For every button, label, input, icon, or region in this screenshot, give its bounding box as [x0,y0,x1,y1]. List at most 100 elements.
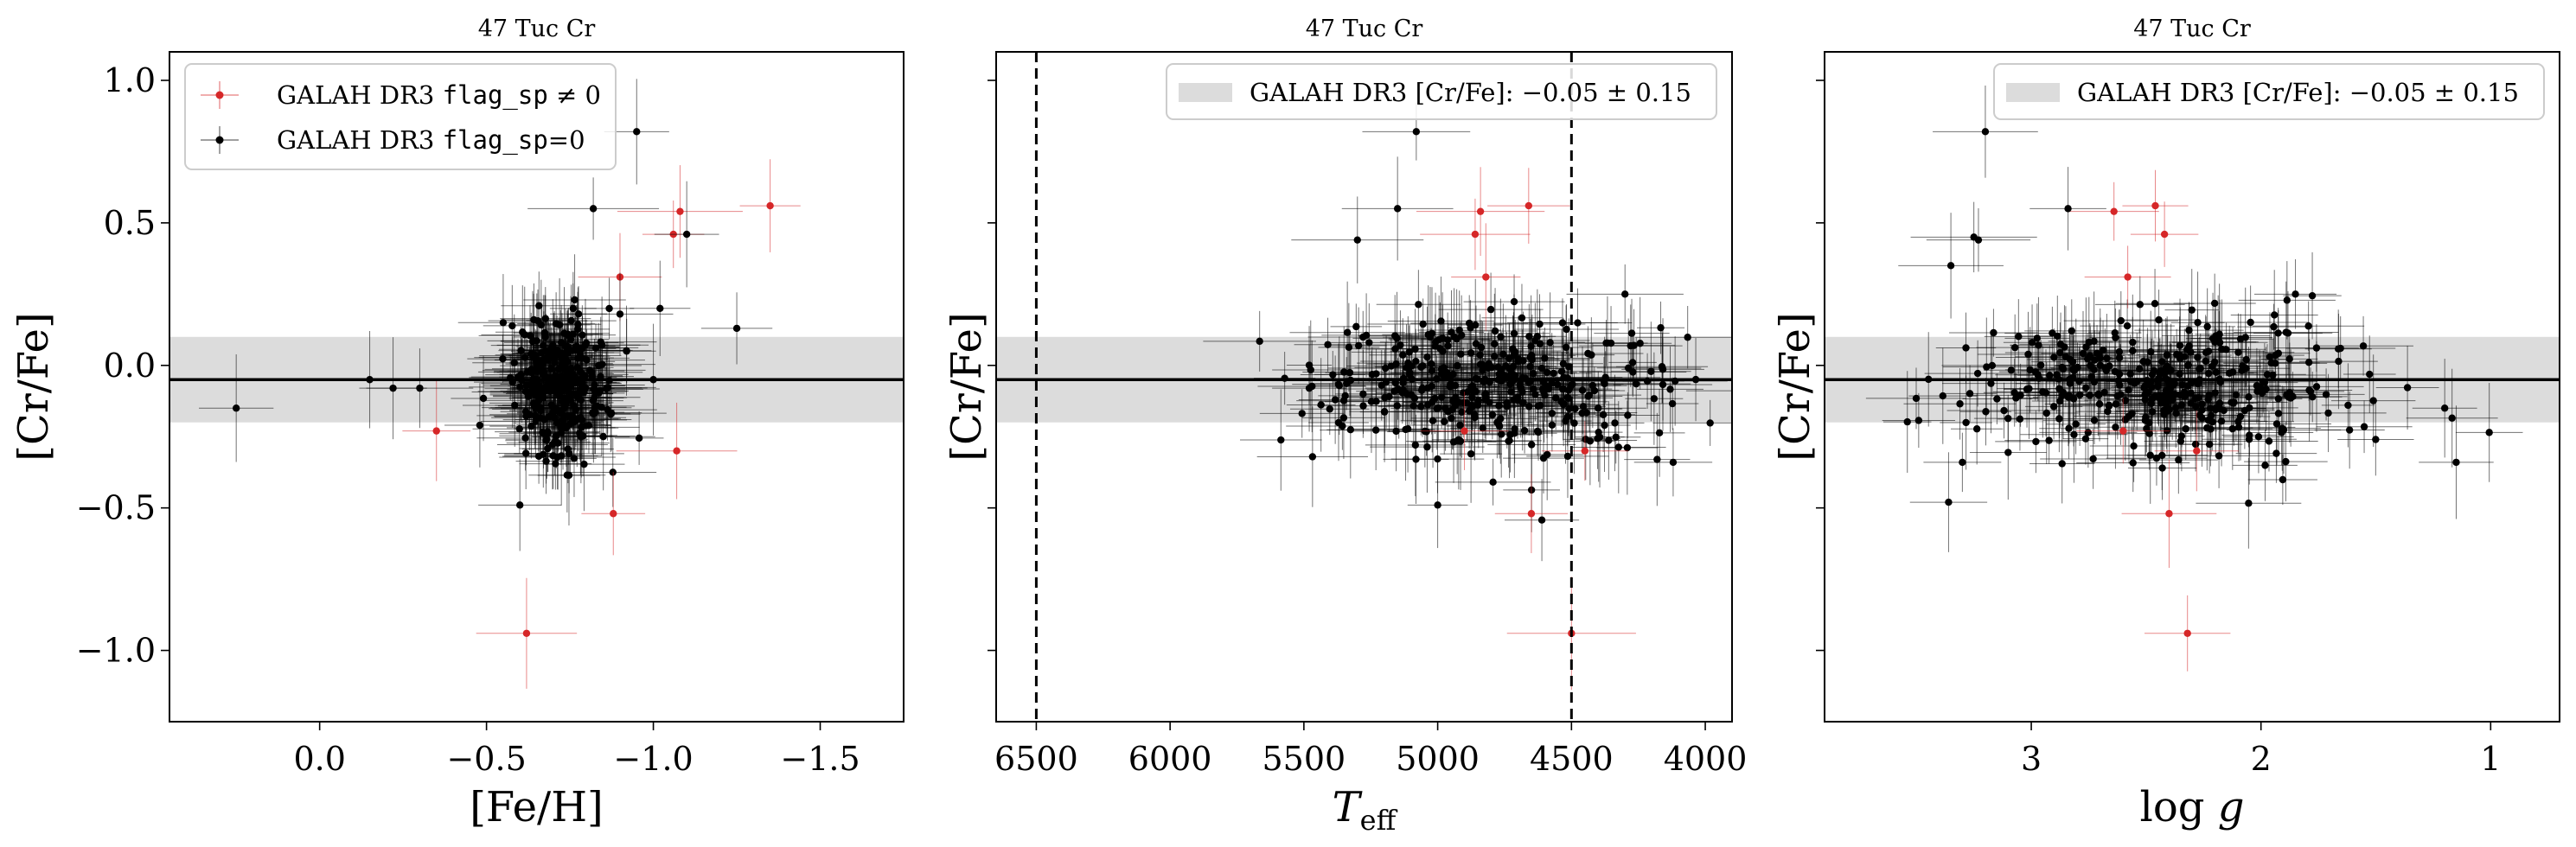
y-tick-label: 0.5 [104,204,156,242]
data-point [1599,411,1608,419]
data-point [633,128,641,136]
data-point [1655,429,1664,437]
data-point [1571,404,1579,413]
data-point [1653,455,1661,463]
data-point [1666,385,1674,393]
data-point [607,409,616,417]
data-point [1520,426,1529,435]
data-point [1633,379,1640,388]
data-point [2265,437,2273,445]
data-point [1406,368,1414,377]
flagged-point [1527,510,1536,518]
data-point [1630,341,1638,349]
data-point [2360,423,2368,430]
data-point [1334,380,1343,388]
data-point [1516,381,1525,390]
data-point [555,365,563,373]
data-point [616,310,624,318]
data-point [2156,368,2164,376]
data-point [2016,415,2024,424]
data-point [389,384,397,392]
data-point [1956,400,1964,408]
data-point [1489,478,1497,487]
data-point [2023,385,2031,393]
data-point [476,421,484,430]
data-point [1988,361,1997,370]
data-point [2064,205,2072,213]
data-point [578,331,586,339]
x-tick-label: 4500 [1530,740,1614,778]
data-point [1531,391,1539,398]
data-point [2236,335,2245,343]
legend-band-swatch [1179,83,1232,102]
data-point [1339,422,1346,430]
data-point [732,324,741,333]
data-point [2000,406,2008,415]
data-point [2263,371,2272,379]
data-point [2162,386,2170,394]
data-point [2279,475,2287,484]
data-point [2042,409,2050,417]
y-tick-label: −1.0 [76,632,156,670]
data-point [1353,236,1361,244]
data-point [2242,364,2250,373]
data-point [623,347,630,355]
legend-entry-good: GALAH DR3 flag_sp=0 [277,125,585,156]
data-point [1422,428,1430,436]
data-point [2261,462,2269,469]
data-point [555,321,564,329]
y-tick-label: −0.5 [76,489,156,527]
data-point [2359,342,2368,350]
data-point [2185,342,2193,350]
data-point [1367,398,1376,405]
data-point [2045,436,2053,444]
data-point [1305,384,1314,392]
data-point [2188,306,2196,314]
flagged-point [2119,427,2127,435]
data-point [574,415,582,424]
data-point [2234,417,2242,425]
data-point [2207,404,2215,412]
data-point [2274,349,2283,357]
panel-title-2: 47 Tuc Cr [1306,16,1423,42]
data-point [2345,426,2354,434]
data-point [573,393,581,401]
x-tick-label: −1.5 [780,740,860,778]
data-point [1669,458,1678,467]
data-point [2234,348,2242,356]
data-point [2205,440,2214,449]
data-point [1467,349,1475,357]
data-point [1647,367,1655,375]
data-point [609,468,617,476]
data-point [2139,358,2147,366]
data-point [2115,370,2124,379]
data-point [2034,371,2042,379]
data-point [1419,320,1427,328]
data-point [2278,429,2285,436]
data-point [2212,368,2221,377]
y-tick-label: 0.0 [104,347,156,385]
data-point [519,328,527,336]
data-point [1494,363,1502,372]
data-point [1359,402,1367,410]
data-point [2032,437,2040,446]
axes-frame [1824,51,2560,723]
data-point [2010,343,2019,352]
data-point [2064,393,2073,401]
data-point [2123,322,2132,330]
axes-frame [169,51,904,723]
data-point [2308,291,2317,300]
data-point [1684,334,1691,341]
flagged-point [2193,447,2201,455]
data-point [2369,397,2377,404]
data-point [2282,328,2290,336]
data-point [1308,453,1317,461]
data-point [2267,359,2275,367]
data-point [1354,341,1363,350]
data-point [2151,300,2159,308]
data-point [2158,451,2166,460]
data-point [1945,498,1953,506]
data-point [549,341,557,349]
data-point [1317,401,1325,409]
flagged-point [432,427,440,435]
